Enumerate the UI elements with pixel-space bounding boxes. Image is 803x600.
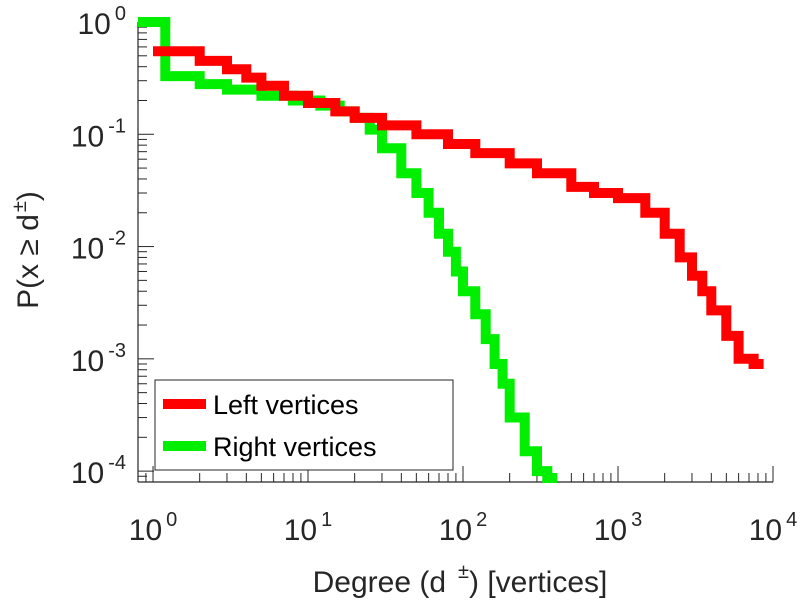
x-tick-label-1: 10 1 xyxy=(284,509,333,547)
y-tick-label-4: 10 -4 xyxy=(71,452,126,490)
x-tick-label-3: 10 3 xyxy=(594,509,643,547)
legend-box xyxy=(154,379,454,471)
x-tick-label-0: 10 0 xyxy=(129,509,178,547)
y-tick-label-3: 10 -3 xyxy=(71,340,126,378)
legend: Left vertices Right vertices xyxy=(154,379,454,471)
y-tick-label-2: 10 -2 xyxy=(71,228,126,266)
x-tick-label-4: 10 4 xyxy=(749,509,798,547)
y-tick-label-0: 10 0 xyxy=(78,3,127,41)
x-tick-label-2: 10 2 xyxy=(439,509,488,547)
left-vertices-line xyxy=(153,46,764,369)
legend-label-right: Right vertices xyxy=(213,432,377,462)
x-axis-label: Degree (d ±) [vertices] xyxy=(313,561,608,599)
legend-label-left: Left vertices xyxy=(213,390,359,420)
right-vertices-line xyxy=(138,17,558,483)
y-axis-label: P(x ≥ d±) xyxy=(9,191,45,309)
y-tick-label-1: 10 -1 xyxy=(71,115,126,153)
tick-labels: 10 0 10 1 10 2 10 3 10 4 10 0 10 -1 10 -2 10 -3 10 -4 xyxy=(71,3,797,547)
data-series xyxy=(137,17,764,483)
